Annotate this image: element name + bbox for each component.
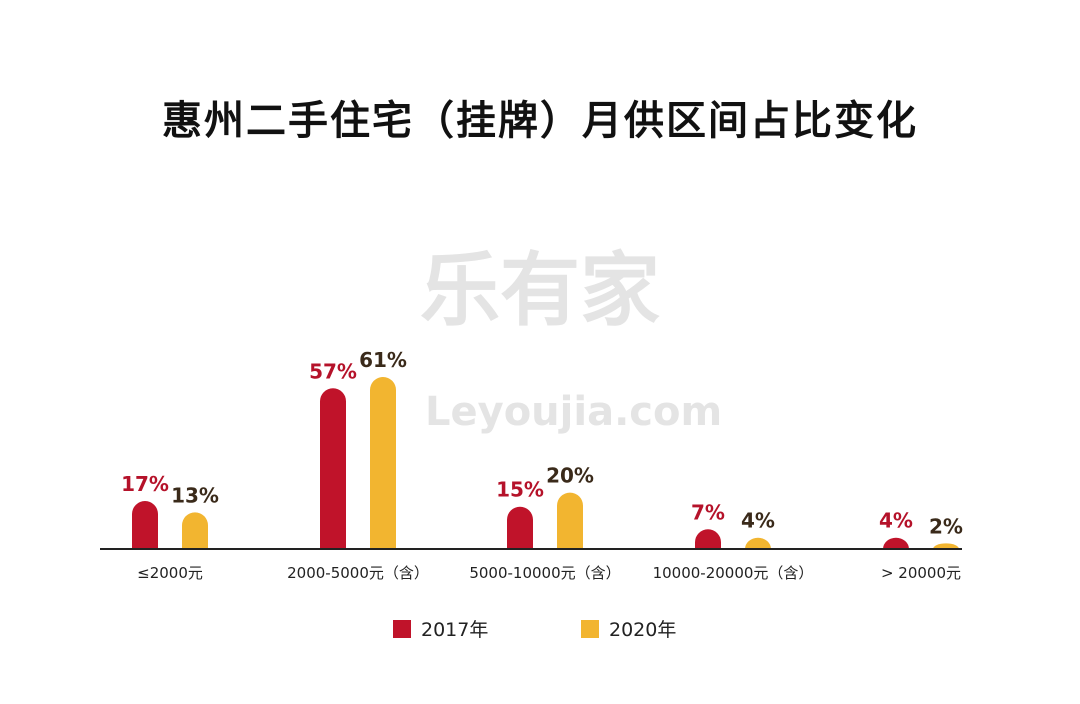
watermark: 乐有家 Leyoujia.com (420, 244, 722, 435)
bar (933, 543, 959, 549)
bar (745, 537, 771, 549)
bar (182, 512, 208, 549)
data-label: 7% (691, 500, 725, 524)
x-tick-label: > 20000元 (881, 564, 961, 582)
x-tick-label: ≤2000元 (137, 564, 203, 582)
data-label: 2% (929, 514, 963, 538)
data-label: 20% (546, 464, 594, 488)
bar (320, 388, 346, 549)
x-tick-label: 2000-5000元（含） (287, 564, 429, 582)
chart-title: 惠州二手住宅（挂牌）月供区间占比变化 (162, 98, 918, 144)
watermark-logo: 乐有家 (420, 244, 660, 337)
x-tick-label: 5000-10000元（含） (469, 564, 620, 582)
data-label: 4% (879, 509, 913, 533)
data-label: 4% (741, 509, 775, 533)
data-label: 61% (359, 348, 407, 372)
legend-swatch (581, 620, 599, 638)
legend-label: 2020年 (609, 619, 676, 641)
x-tick-label: 10000-20000元（含） (653, 564, 814, 582)
bar (370, 376, 396, 549)
legend-swatch (393, 620, 411, 638)
bar (132, 501, 158, 549)
bar (695, 529, 721, 549)
bar (557, 492, 583, 549)
bar (883, 537, 909, 549)
data-label: 57% (309, 359, 357, 383)
data-label: 15% (496, 478, 544, 502)
watermark-site: Leyoujia.com (425, 389, 722, 435)
bar (507, 506, 533, 549)
data-label: 13% (171, 483, 219, 507)
legend-label: 2017年 (421, 619, 488, 641)
data-label: 17% (121, 472, 169, 496)
